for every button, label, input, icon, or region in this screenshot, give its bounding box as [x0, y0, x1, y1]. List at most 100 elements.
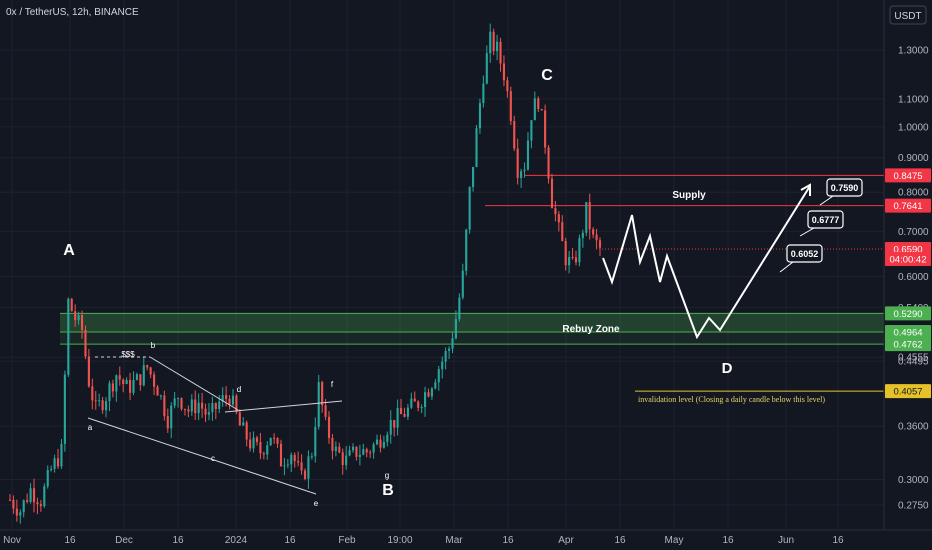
price-tick-label: 1.3000	[898, 46, 929, 57]
candle-body	[231, 395, 235, 405]
candle-body	[53, 458, 56, 469]
wave-label-b: B	[382, 482, 394, 499]
candle-body	[386, 434, 389, 443]
candle-body	[118, 375, 121, 380]
candle-body	[475, 128, 478, 167]
candle-body	[128, 379, 132, 393]
candle-body	[283, 465, 286, 467]
candle-body	[427, 392, 430, 397]
projected-path	[602, 185, 811, 340]
target-callout	[807, 210, 844, 229]
candle-body	[544, 110, 547, 148]
price-axis[interactable]	[884, 0, 932, 550]
candle-body	[91, 386, 94, 401]
candle-body	[273, 437, 276, 439]
candle-body	[159, 395, 162, 397]
candle-body	[252, 437, 255, 449]
candle-body	[393, 419, 396, 428]
candle-body	[225, 395, 228, 399]
price-badge-label: 0.8475	[893, 171, 922, 182]
candle-body	[379, 439, 382, 448]
candle-body	[303, 470, 307, 479]
candle-body	[468, 186, 471, 230]
wave-label-c: C	[541, 67, 553, 84]
candle-body	[307, 456, 310, 479]
price-tick-label: 0.9000	[898, 153, 929, 164]
candle-body	[111, 383, 114, 392]
candle-body	[341, 452, 344, 466]
wedge-lower-line	[87, 417, 317, 495]
candle-body	[43, 486, 46, 507]
candle-body	[300, 462, 303, 471]
time-tick-label: 16	[502, 535, 514, 546]
candle-body	[153, 374, 156, 387]
candle-body	[482, 83, 485, 104]
candle-body	[60, 443, 63, 467]
wave-label-d: D	[722, 360, 733, 377]
price-badge-label: 0.4057	[893, 387, 922, 398]
time-tick-label: Jun	[778, 535, 794, 546]
candle-body	[139, 374, 142, 386]
price-tick-label: 0.4555	[898, 353, 929, 364]
wedge-upper-line	[149, 356, 239, 411]
candle-body	[29, 488, 32, 502]
callout-pointer	[779, 261, 794, 273]
candle-body	[403, 414, 406, 417]
candle-body	[317, 382, 320, 427]
candle-body	[375, 439, 379, 445]
candle-body	[22, 500, 25, 513]
price-badge-label: 0.4964	[893, 328, 922, 339]
candle-body	[564, 241, 567, 266]
candle-body	[74, 311, 77, 321]
candle-body	[413, 398, 416, 402]
callout-pointer	[819, 195, 834, 206]
candle-body	[496, 41, 499, 52]
resistance-line	[224, 400, 343, 413]
price-badge	[885, 384, 931, 399]
candle-body	[286, 464, 289, 466]
candle-body	[595, 234, 598, 241]
candle-body	[173, 398, 176, 406]
candle-body	[259, 441, 262, 454]
candle-body	[8, 499, 12, 501]
candle-body	[345, 455, 348, 466]
candle-body	[554, 208, 557, 215]
time-tick-label: 16	[722, 535, 734, 546]
candle-body	[526, 140, 530, 170]
candle-body	[506, 80, 509, 92]
candle-body	[451, 338, 454, 349]
time-tick-label: 16	[614, 535, 626, 546]
candle-body	[249, 439, 252, 449]
candle-body	[472, 166, 475, 187]
candle-body	[499, 41, 502, 64]
sub-label-d: d	[237, 385, 241, 394]
candle-body	[39, 504, 42, 507]
plot-area[interactable]	[0, 0, 884, 530]
time-axis[interactable]: Nov 16 Dec 16 2024 16 Feb 19:00 Mar 16 Apr 16 May 16 J…	[3, 535, 844, 546]
candle-body	[163, 395, 166, 417]
sub-label-b: b	[151, 341, 156, 350]
candle-body	[327, 416, 331, 438]
candle-body	[369, 452, 372, 454]
candle-body	[557, 214, 560, 223]
candle-body	[245, 422, 248, 440]
candle-body	[104, 401, 108, 411]
candle-body	[12, 499, 15, 509]
price-badge-label: 0.7641	[893, 201, 922, 212]
candle-body	[578, 238, 581, 263]
candle-body	[32, 488, 36, 503]
candle-body	[67, 298, 70, 375]
time-tick-label: 16	[284, 535, 296, 546]
candle-body	[581, 232, 584, 239]
candle-body	[434, 382, 437, 389]
candle-body	[290, 454, 293, 465]
rebuy-zone-upper	[60, 313, 884, 333]
target-callout	[826, 178, 863, 197]
candle-body	[465, 229, 468, 271]
candle-body	[108, 383, 111, 402]
candle-body	[70, 298, 73, 312]
candle-body	[201, 402, 204, 409]
currency-button[interactable]	[889, 5, 927, 25]
price-tick-label: 0.3000	[898, 475, 929, 486]
